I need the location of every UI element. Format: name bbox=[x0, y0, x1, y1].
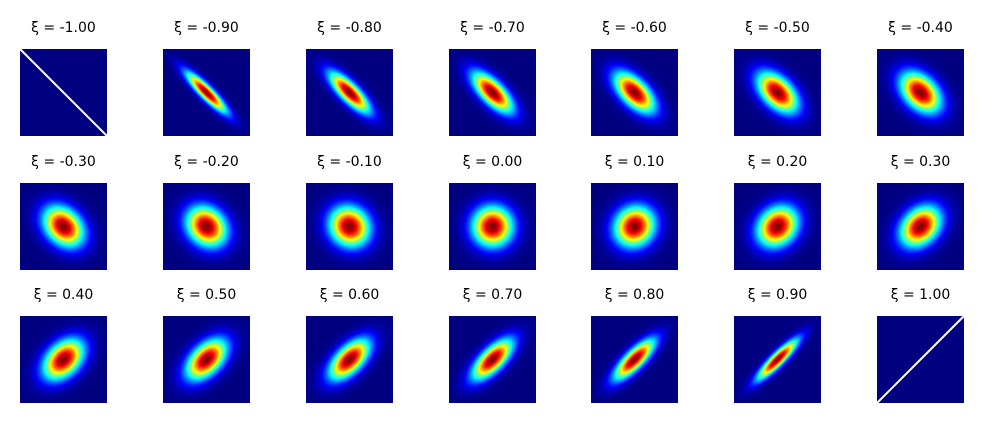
panel-title: ξ = 0.30 bbox=[891, 154, 951, 170]
heatmap-panel: ξ = 0.60 bbox=[306, 287, 393, 403]
panel-title: ξ = 0.00 bbox=[463, 154, 523, 170]
panel-title: ξ = 0.20 bbox=[748, 154, 808, 170]
panel-title: ξ = -0.60 bbox=[602, 20, 667, 36]
heatmap-panel: ξ = 0.40 bbox=[20, 287, 107, 403]
panel-title: ξ = 0.80 bbox=[605, 287, 665, 303]
density-heatmap bbox=[20, 183, 107, 270]
panel-title: ξ = -0.50 bbox=[745, 20, 810, 36]
density-heatmap bbox=[591, 316, 678, 403]
density-heatmap bbox=[163, 49, 250, 136]
density-heatmap bbox=[449, 316, 536, 403]
panel-title: ξ = -0.20 bbox=[174, 154, 239, 170]
density-heatmap bbox=[306, 49, 393, 136]
panel-title: ξ = 0.60 bbox=[320, 287, 380, 303]
density-heatmap bbox=[163, 183, 250, 270]
density-heatmap bbox=[734, 49, 821, 136]
heatmap-panel: ξ = 0.50 bbox=[163, 287, 250, 403]
panels-layer: ξ = -1.00 ξ = -0.90 ξ = -0.80 ξ = -0.70 ξ = … bbox=[19, 20, 965, 404]
heatmap-panel: ξ = 0.20 bbox=[734, 154, 821, 270]
panel-title: ξ = 0.40 bbox=[34, 287, 94, 303]
density-heatmap bbox=[591, 49, 678, 136]
panel-title: ξ = 0.50 bbox=[177, 287, 237, 303]
panel-title: ξ = -0.10 bbox=[317, 154, 382, 170]
density-heatmap bbox=[306, 316, 393, 403]
panel-title: ξ = -0.90 bbox=[174, 20, 239, 36]
heatmap-panel: ξ = -0.80 bbox=[306, 20, 393, 136]
heatmap-panel: ξ = 0.00 bbox=[449, 154, 536, 270]
density-heatmap bbox=[734, 183, 821, 270]
heatmap-panel: ξ = -0.20 bbox=[163, 154, 250, 270]
panel-title: ξ = -0.80 bbox=[317, 20, 382, 36]
heatmap-panel: ξ = -0.50 bbox=[734, 20, 821, 136]
panel-title: ξ = 0.70 bbox=[463, 287, 523, 303]
heatmap-panel: ξ = -0.10 bbox=[306, 154, 393, 270]
panel-title: ξ = -0.70 bbox=[460, 20, 525, 36]
panel-title: ξ = -1.00 bbox=[31, 20, 96, 36]
panel-title: ξ = 1.00 bbox=[891, 287, 951, 303]
heatmap-panel: ξ = -0.70 bbox=[449, 20, 536, 136]
panel-title: ξ = 0.90 bbox=[748, 287, 808, 303]
heatmap-panel: ξ = 0.80 bbox=[591, 287, 678, 403]
heatmap-panel: ξ = -0.90 bbox=[163, 20, 250, 136]
heatmap-panel: ξ = 0.90 bbox=[734, 287, 821, 403]
density-heatmap bbox=[163, 316, 250, 403]
degenerate-diagonal-line bbox=[19, 48, 108, 137]
heatmap-panel: ξ = -0.40 bbox=[877, 20, 964, 136]
heatmap-panel: ξ = 1.00 bbox=[876, 287, 965, 404]
density-heatmap bbox=[877, 183, 964, 270]
degenerate-diagonal-line bbox=[876, 315, 965, 404]
heatmap-panel: ξ = -0.60 bbox=[591, 20, 678, 136]
heatmap-panel: ξ = 0.70 bbox=[449, 287, 536, 403]
density-heatmap bbox=[734, 316, 821, 403]
heatmap-panel: ξ = 0.10 bbox=[591, 154, 678, 270]
density-heatmap bbox=[306, 183, 393, 270]
density-heatmap bbox=[591, 183, 678, 270]
panel-title: ξ = 0.10 bbox=[605, 154, 665, 170]
heatmap-panel: ξ = -0.30 bbox=[20, 154, 107, 270]
panel-title: ξ = -0.40 bbox=[888, 20, 953, 36]
heatmap-panel: ξ = 0.30 bbox=[877, 154, 964, 270]
density-heatmap bbox=[449, 183, 536, 270]
density-heatmap bbox=[449, 49, 536, 136]
density-heatmap bbox=[20, 316, 107, 403]
density-heatmap bbox=[877, 49, 964, 136]
panel-title: ξ = -0.30 bbox=[31, 154, 96, 170]
heatmap-panel: ξ = -1.00 bbox=[19, 20, 108, 137]
